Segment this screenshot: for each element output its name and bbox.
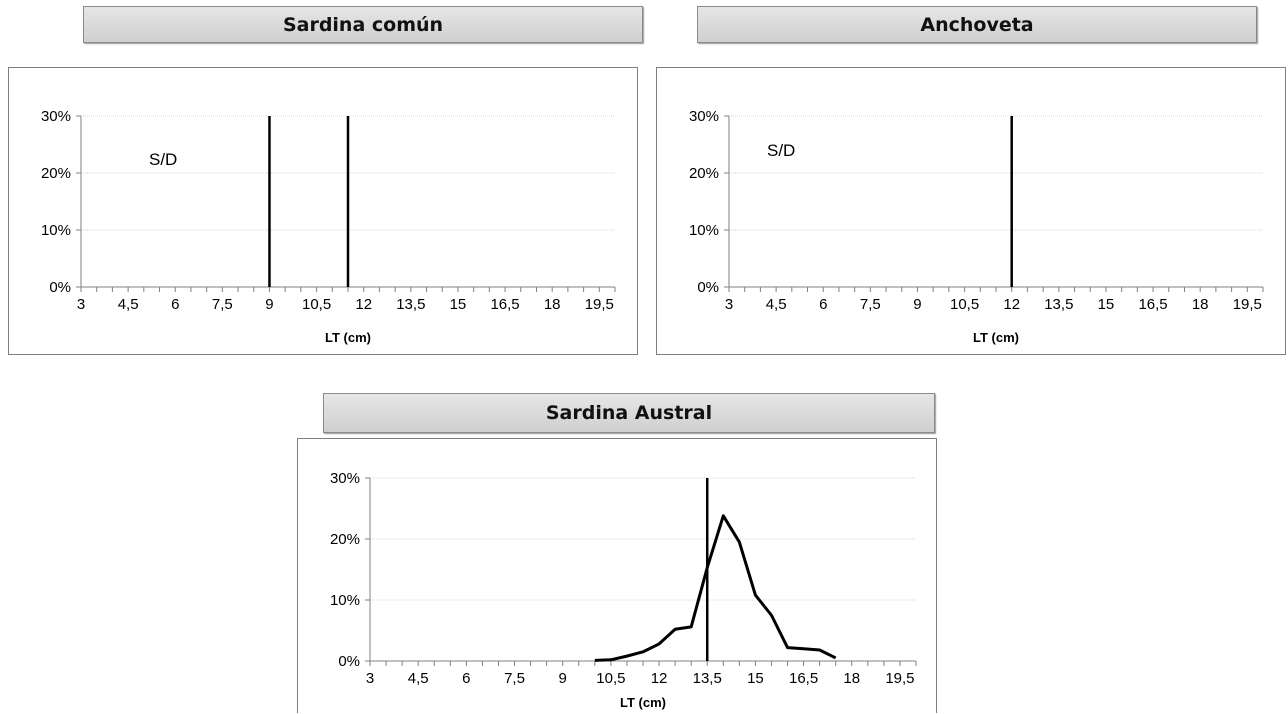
x-tick-label: 12 [651, 670, 668, 687]
x-tick-label: 12 [1003, 296, 1020, 313]
x-tick-label: 7,5 [504, 670, 525, 687]
y-tick-label: 30% [689, 108, 719, 125]
chart-title: Anchoveta [920, 13, 1034, 36]
x-tick-label: 6 [462, 670, 470, 687]
x-tick-label: 19,5 [885, 670, 914, 687]
x-tick-label: 16,5 [490, 296, 519, 313]
x-tick-label: 12 [355, 296, 372, 313]
x-tick-label: 13,5 [693, 670, 722, 687]
y-tick-label: 0% [338, 653, 360, 670]
x-tick-label: 7,5 [860, 296, 881, 313]
x-tick-label: 13,5 [1044, 296, 1073, 313]
x-tick-label: 16,5 [1138, 296, 1167, 313]
x-axis-label: LT (cm) [325, 330, 371, 345]
x-tick-label: 4,5 [408, 670, 429, 687]
x-axis-label: LT (cm) [973, 330, 1019, 345]
x-axis-label: LT (cm) [620, 695, 666, 710]
x-tick-label: 3 [366, 670, 374, 687]
y-tick-label: 0% [49, 279, 71, 296]
chart-sardina-comun: 0% 10% 20% 30% 3 4,5 6 7,5 9 10,5 12 13,5 15 16,5 18 19… [41, 108, 616, 345]
x-tick-label: 6 [819, 296, 827, 313]
chart-title-box-sardina-austral: Sardina Austral [323, 393, 935, 433]
x-tick-label: 19,5 [585, 296, 614, 313]
x-tick-label: 10,5 [302, 296, 331, 313]
y-tick-label: 10% [330, 592, 360, 609]
annotation-sd: S/D [767, 141, 795, 160]
annotation-sd: S/D [149, 150, 177, 169]
chart-frame-anchoveta: 0% 10% 20% 30% 3 4,5 6 7,5 9 10,5 12 13,5 15 16,5 18 19… [656, 67, 1286, 355]
x-tick-label: 18 [544, 296, 561, 313]
chart-title: Sardina Austral [545, 402, 713, 424]
x-tick-label: 16,5 [789, 670, 818, 687]
x-tick-label: 3 [77, 296, 85, 313]
x-tick-label: 9 [913, 296, 921, 313]
chart-frame-sardina-comun: 0% 10% 20% 30% 3 4,5 6 7,5 9 10,5 12 13,5 15 16,5 18 19… [8, 67, 638, 355]
x-tick-label: 4,5 [766, 296, 787, 313]
chart-frame-sardina-austral: 0% 10% 20% 30% 3 4,5 6 7,5 9 10,5 12 13,5 15 16,5 18 19… [297, 438, 937, 713]
x-tick-label: 15 [1098, 296, 1115, 313]
y-tick-label: 30% [41, 108, 71, 125]
y-tick-label: 0% [697, 279, 719, 296]
chart-anchoveta: 0% 10% 20% 30% 3 4,5 6 7,5 9 10,5 12 13,5 15 16,5 18 19… [689, 108, 1264, 345]
x-tick-label: 3 [725, 296, 733, 313]
x-tick-label: 4,5 [118, 296, 139, 313]
y-tick-label: 10% [41, 222, 71, 239]
chart-sardina-austral: 0% 10% 20% 30% 3 4,5 6 7,5 9 10,5 12 13,5 15 16,5 18 19… [330, 470, 917, 710]
x-tick-label: 13,5 [396, 296, 425, 313]
x-tick-label: 18 [843, 670, 860, 687]
x-tick-label: 10,5 [950, 296, 979, 313]
y-tick-label: 20% [689, 165, 719, 182]
x-tick-label: 18 [1192, 296, 1209, 313]
chart-title: Sardina común [282, 13, 444, 36]
chart-title-box-anchoveta: Anchoveta [697, 6, 1257, 43]
x-tick-label: 15 [450, 296, 467, 313]
x-tick-label: 9 [265, 296, 273, 313]
y-tick-label: 30% [330, 470, 360, 487]
x-tick-label: 9 [559, 670, 567, 687]
series-line [594, 514, 837, 662]
x-tick-label: 15 [747, 670, 764, 687]
y-tick-label: 20% [41, 165, 71, 182]
y-tick-label: 10% [689, 222, 719, 239]
chart-title-box-sardina-comun: Sardina común [83, 6, 643, 43]
y-tick-label: 20% [330, 531, 360, 548]
x-tick-label: 19,5 [1233, 296, 1262, 313]
x-tick-label: 10,5 [596, 670, 625, 687]
x-tick-label: 6 [171, 296, 179, 313]
x-tick-label: 7,5 [212, 296, 233, 313]
